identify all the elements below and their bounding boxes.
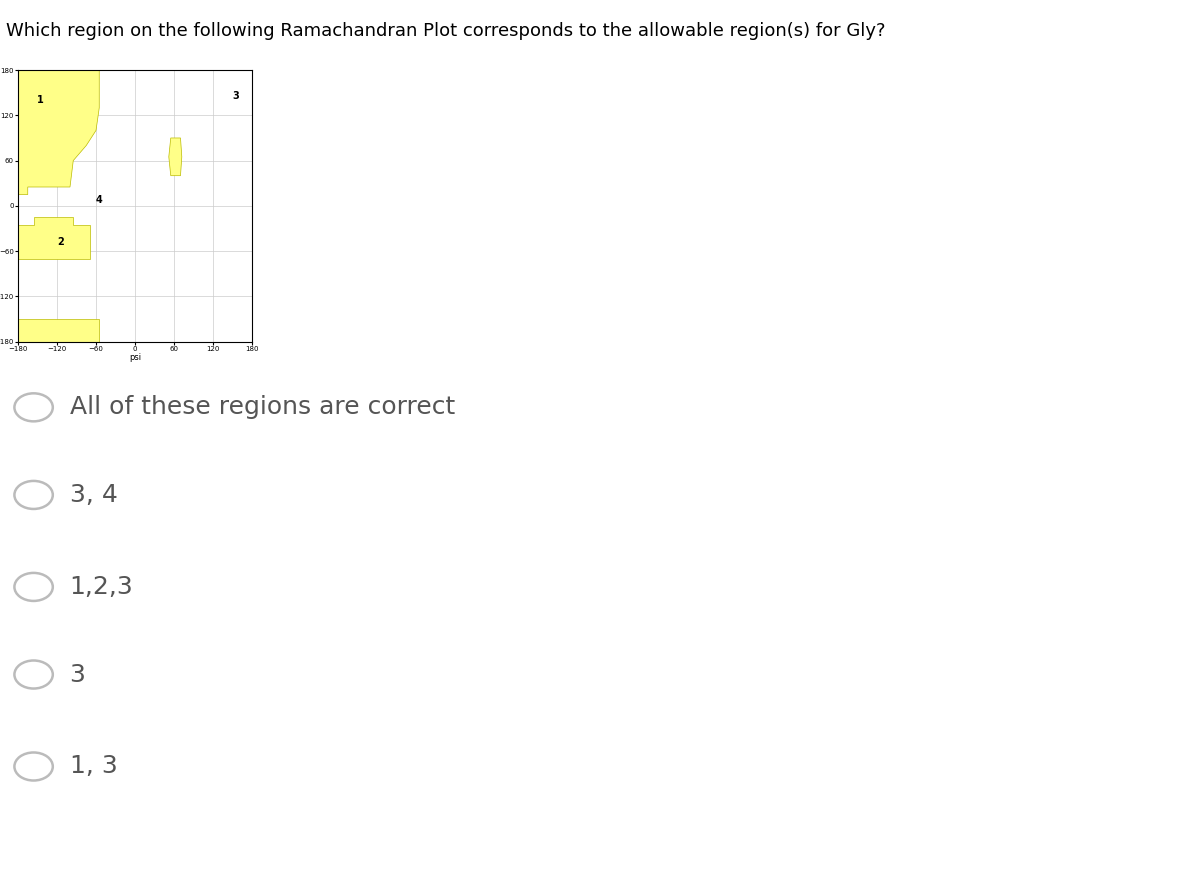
Text: All of these regions are correct: All of these regions are correct	[70, 395, 455, 420]
Polygon shape	[18, 217, 90, 258]
Text: 1,2,3: 1,2,3	[70, 575, 133, 599]
X-axis label: psi: psi	[128, 353, 142, 362]
Text: 3: 3	[233, 91, 239, 102]
Text: 2: 2	[56, 237, 64, 247]
Polygon shape	[18, 319, 100, 342]
Polygon shape	[169, 138, 182, 176]
Text: 1: 1	[37, 95, 44, 105]
Text: 1, 3: 1, 3	[70, 754, 118, 779]
Polygon shape	[18, 70, 100, 194]
Text: Which region on the following Ramachandran Plot corresponds to the allowable reg: Which region on the following Ramachandr…	[6, 22, 886, 40]
Text: 3, 4: 3, 4	[70, 483, 118, 507]
Text: 3: 3	[70, 662, 85, 687]
Text: 4: 4	[96, 194, 103, 205]
